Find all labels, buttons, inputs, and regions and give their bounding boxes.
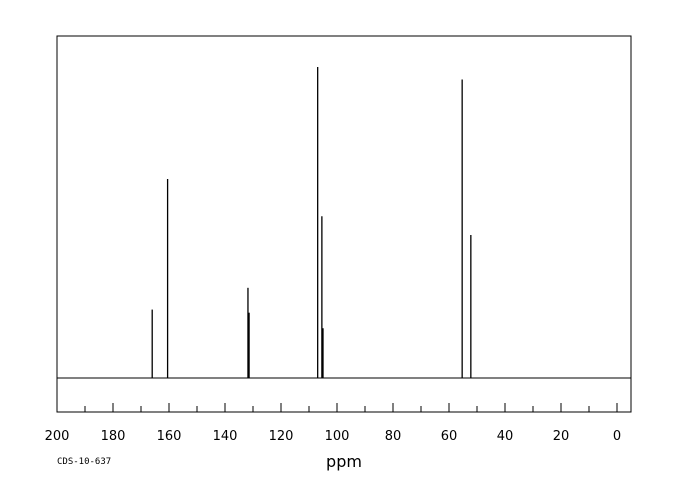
x-axis-ticks xyxy=(56,403,618,412)
tick-label-160: 160 xyxy=(157,429,182,444)
tick-label-200: 200 xyxy=(45,429,70,444)
tick-label-140: 140 xyxy=(213,429,238,444)
tick-label-0: 0 xyxy=(613,429,621,444)
x-axis-label: ppm xyxy=(326,452,362,471)
spectrum-peaks xyxy=(151,67,472,378)
spectrum-code: CDS-10-637 xyxy=(57,457,111,467)
tick-label-100: 100 xyxy=(325,429,350,444)
tick-label-80: 80 xyxy=(385,429,402,444)
tick-label-180: 180 xyxy=(101,429,126,444)
tick-label-60: 60 xyxy=(441,429,458,444)
x-axis-tick-labels: 200 180 160 140 120 100 80 60 40 20 0 xyxy=(45,429,622,444)
tick-label-120: 120 xyxy=(269,429,294,444)
tick-label-40: 40 xyxy=(497,429,514,444)
tick-label-20: 20 xyxy=(553,429,570,444)
plot-frame xyxy=(56,35,632,413)
